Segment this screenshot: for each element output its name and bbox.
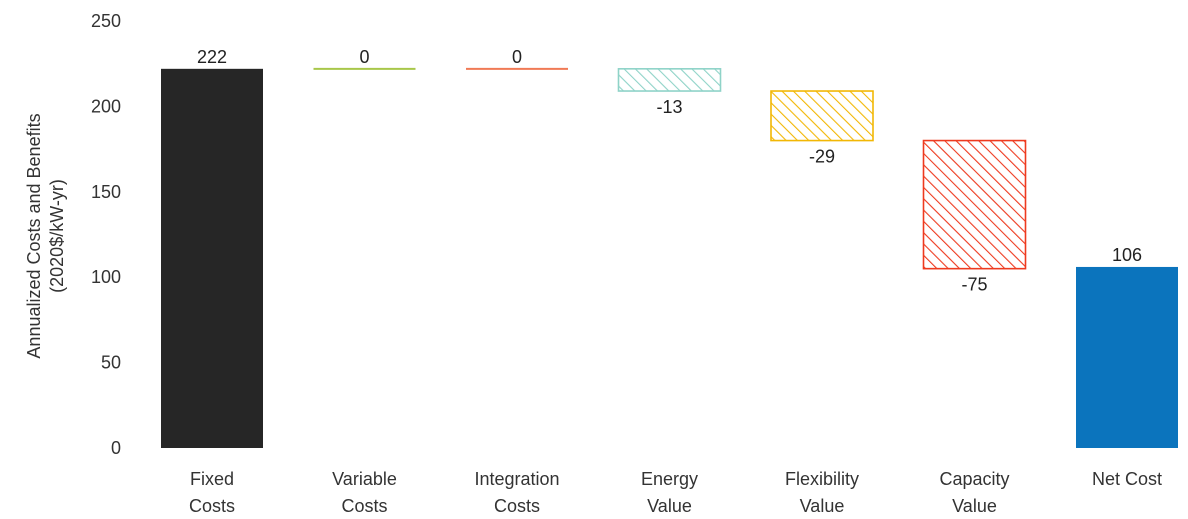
bar-flexibility-value bbox=[770, 90, 874, 142]
data-label: 0 bbox=[512, 47, 522, 67]
y-tick-label: 50 bbox=[101, 353, 121, 373]
category-label: Integration bbox=[474, 469, 559, 489]
category-label: Net Cost bbox=[1092, 469, 1162, 489]
category-label: Flexibility bbox=[785, 469, 859, 489]
category-label: Costs bbox=[341, 496, 387, 516]
data-label: 106 bbox=[1112, 245, 1142, 265]
data-labels: 222 0 0 -13 -29 -75 106 bbox=[197, 47, 1142, 295]
category-label: Costs bbox=[189, 496, 235, 516]
category-label: Value bbox=[800, 496, 845, 516]
data-label: 0 bbox=[359, 47, 369, 67]
category-label: Variable bbox=[332, 469, 397, 489]
category-label: Costs bbox=[494, 496, 540, 516]
category-labels: Fixed Costs Variable Costs Integration Costs E… bbox=[189, 469, 1162, 516]
data-label: 222 bbox=[197, 47, 227, 67]
category-label: Value bbox=[952, 496, 997, 516]
y-tick-label: 250 bbox=[91, 11, 121, 31]
bar-fixed-costs bbox=[161, 68, 263, 448]
data-label: -75 bbox=[961, 275, 987, 295]
bar-capacity-value bbox=[922, 139, 1027, 270]
y-tick-label: 0 bbox=[111, 438, 121, 458]
y-tick-label: 100 bbox=[91, 267, 121, 287]
category-label: Fixed bbox=[190, 469, 234, 489]
y-axis-title-line-2: (2020$/kW-yr) bbox=[47, 179, 67, 293]
data-label: -29 bbox=[809, 147, 835, 167]
category-label: Energy bbox=[641, 469, 698, 489]
y-tick-label: 150 bbox=[91, 182, 121, 202]
y-axis-title-line-1: Annualized Costs and Benefits bbox=[24, 113, 44, 358]
category-label: Capacity bbox=[939, 469, 1009, 489]
y-axis-ticks: 0 50 100 150 200 250 bbox=[91, 11, 121, 458]
bar-energy-value bbox=[617, 68, 722, 92]
y-tick-label: 200 bbox=[91, 96, 121, 116]
category-label: Value bbox=[647, 496, 692, 516]
bar-net-cost bbox=[1076, 266, 1178, 448]
data-label: -13 bbox=[656, 97, 682, 117]
bars bbox=[161, 67, 1178, 448]
